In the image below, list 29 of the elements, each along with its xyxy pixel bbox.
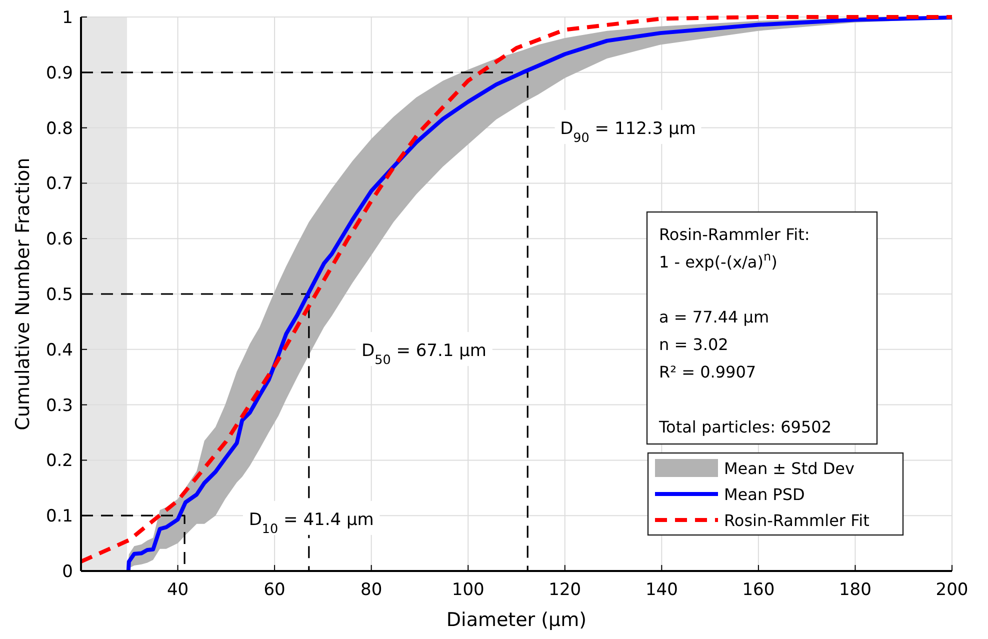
annotation: D$_{50}$ = 67.1 µm [361,341,487,368]
y-tick-label: 0.1 [46,506,73,527]
annotation: D$_{90}$ = 112.3 µm [560,119,696,146]
y-tick-label: 0.7 [46,174,73,194]
annotation: Mean ± Std Dev [724,459,854,478]
y-tick-label: 0.2 [46,451,73,472]
x-tick-label: 120 [548,580,582,600]
text: Rosin-Rammler Fit: 1 - exp(-(x/a)$^{n}$) a = 77.44 µm n = 3.02 R² = 0.9907 Total particles: 69502 [659,225,832,436]
y-tick-label: 0 [62,562,73,582]
y-tick-label: 0.3 [46,396,73,416]
y-tick-label: 1 [62,8,73,28]
x-tick-label: 60 [264,580,286,600]
y-tick-label: 0.9 [46,63,73,84]
x-tick-label: 100 [452,580,484,600]
x-tick-label: 40 [166,580,189,600]
x-tick-label: 200 [936,580,968,600]
x-tick-label: 160 [742,580,775,600]
annotation: D$_{10}$ = 41.4 µm [248,510,374,536]
y-tick-label: 0.8 [46,118,73,139]
x-tick-label: 140 [645,580,678,600]
x-axis-title: Diameter (µm) [446,609,587,631]
y-tick-label: 0.5 [46,285,73,305]
y-axis-title: Cumulative Number Fraction [12,158,34,430]
y-tick-label: 0.6 [46,230,73,250]
legend-label: Mean PSD [724,485,805,504]
x-tick-label: 80 [360,580,382,600]
x-tick-label: 180 [838,580,872,600]
legend-label: Rosin-Rammler Fit [724,511,870,530]
y-tick-label: 0.4 [46,340,73,360]
